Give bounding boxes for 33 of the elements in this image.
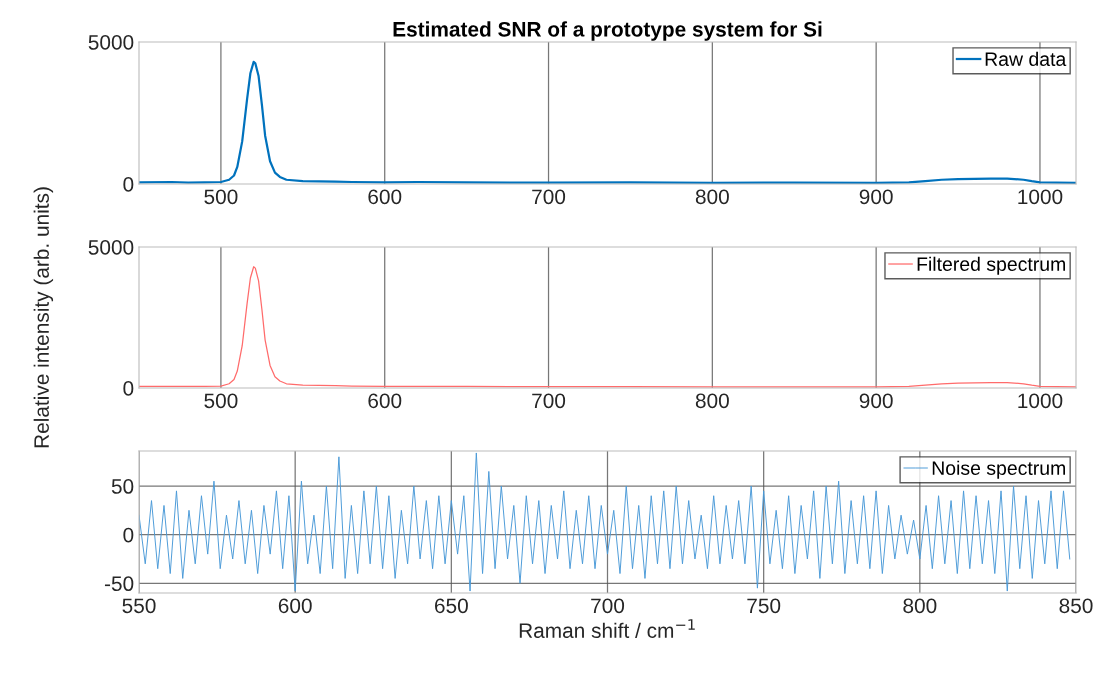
x-tick-label: 500 [204,393,238,409]
y-tick-label: 0 [123,381,134,396]
legend-label: Noise spectrum [932,460,1065,479]
x-tick-label: 700 [532,393,566,409]
x-tick-label: 850 [1059,598,1093,614]
x-tick-label: 800 [903,598,937,614]
x-tick-label: 700 [532,189,566,205]
y-tick-label: 5000 [88,35,134,50]
legend-label: Raw data [985,51,1067,66]
x-tick-label: 600 [368,189,402,205]
x-tick-label: 900 [859,393,893,409]
y-tick-label: 0 [123,527,134,543]
x-tick-label: 500 [204,189,238,205]
x-tick-label: 900 [859,189,893,205]
x-tick-label: 800 [695,393,729,409]
x-tick-label: 1000 [1018,393,1063,409]
x-tick-label: 600 [278,598,312,614]
x-tick-label: 650 [435,598,468,614]
y-tick-label: 5000 [88,240,134,255]
x-tick-label: 750 [747,598,781,614]
legend-label: Filtered spectrum [917,256,1066,275]
x-axis-title: Raman shift / cm$^{−1}$ [519,619,695,638]
x-tick-label: 600 [368,393,402,409]
line-series [139,452,1071,592]
x-tick-label: 1000 [1018,189,1063,205]
x-tick-label: 700 [591,598,625,614]
y-tick-label: -50 [104,576,134,592]
y-axis-title: Relative intensity (arb. units) [33,187,54,448]
y-tick-label: 0 [123,177,134,192]
y-tick-label: 50 [111,479,134,494]
x-tick-label: 800 [695,189,729,205]
x-tick-label: 550 [122,598,156,614]
chart-title: Estimated SNR of a prototype system for Si [393,21,822,41]
